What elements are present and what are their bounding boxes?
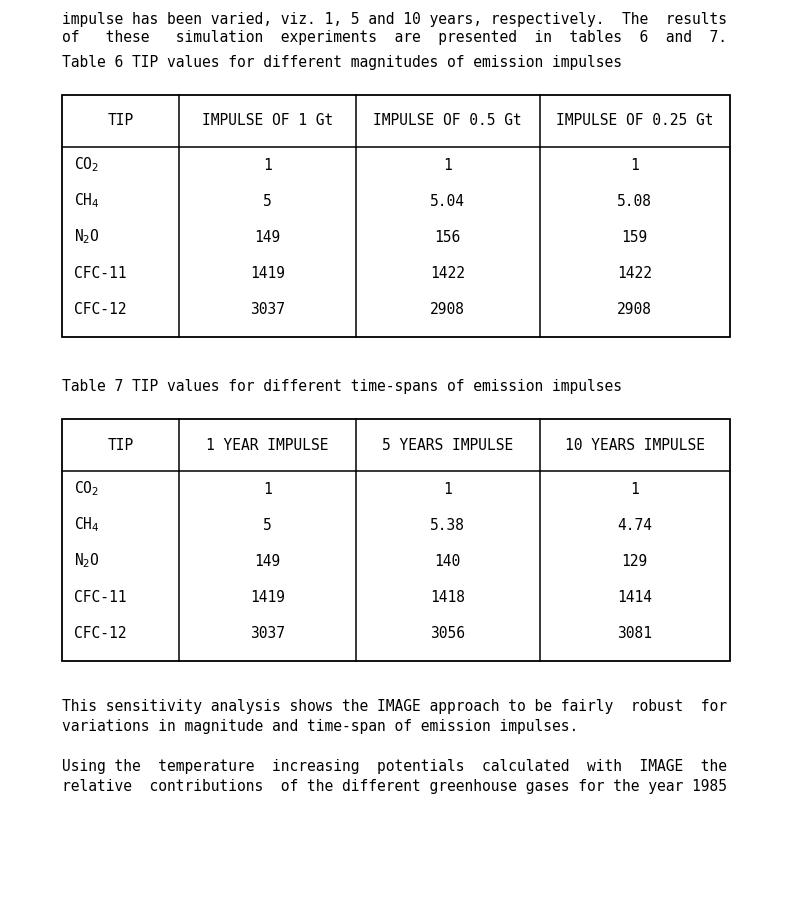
Text: 10 YEARS IMPULSE: 10 YEARS IMPULSE (565, 437, 705, 452)
Text: 1419: 1419 (250, 589, 285, 604)
Text: 5.38: 5.38 (430, 518, 465, 532)
Text: 1 YEAR IMPULSE: 1 YEAR IMPULSE (206, 437, 328, 452)
Text: 1: 1 (263, 482, 272, 496)
Text: 1422: 1422 (430, 265, 465, 281)
Bar (62, 419, 730, 661)
Text: 3037: 3037 (250, 625, 285, 640)
Text: IMPULSE OF 0.5 Gt: IMPULSE OF 0.5 Gt (374, 113, 522, 129)
Text: CO$_2$: CO$_2$ (74, 156, 99, 174)
Text: CFC-12: CFC-12 (74, 625, 127, 640)
Text: 129: 129 (622, 554, 648, 568)
Bar (62, 95, 730, 337)
Text: 3056: 3056 (430, 625, 465, 640)
Text: CFC-11: CFC-11 (74, 265, 127, 281)
Text: CH$_4$: CH$_4$ (74, 516, 100, 534)
Text: 5: 5 (263, 193, 272, 208)
Text: 1: 1 (630, 482, 639, 496)
Text: 2908: 2908 (618, 301, 652, 317)
Text: 1: 1 (630, 157, 639, 172)
Text: 5.08: 5.08 (618, 193, 652, 208)
Text: 159: 159 (622, 229, 648, 244)
Text: TIP: TIP (108, 437, 134, 452)
Text: 5.04: 5.04 (430, 193, 465, 208)
Text: This sensitivity analysis shows the IMAGE approach to be fairly  robust  for: This sensitivity analysis shows the IMAG… (62, 699, 727, 714)
Text: 1: 1 (263, 157, 272, 172)
Text: 156: 156 (434, 229, 461, 244)
Text: variations in magnitude and time-span of emission impulses.: variations in magnitude and time-span of… (62, 719, 579, 734)
Text: 4.74: 4.74 (618, 518, 652, 532)
Text: CO$_2$: CO$_2$ (74, 480, 99, 498)
Text: 1418: 1418 (430, 589, 465, 604)
Text: 3037: 3037 (250, 301, 285, 317)
Text: 1: 1 (443, 157, 452, 172)
Text: N$_2$O: N$_2$O (74, 552, 100, 570)
Text: 5 YEARS IMPULSE: 5 YEARS IMPULSE (382, 437, 513, 452)
Text: N$_2$O: N$_2$O (74, 227, 100, 246)
Text: CFC-12: CFC-12 (74, 301, 127, 317)
Text: TIP: TIP (108, 113, 134, 129)
Text: Table 7 TIP values for different time-spans of emission impulses: Table 7 TIP values for different time-sp… (62, 379, 622, 394)
Text: of   these   simulation  experiments  are  presented  in  tables  6  and  7.: of these simulation experiments are pres… (62, 30, 727, 45)
Text: 149: 149 (254, 229, 281, 244)
Text: Using the  temperature  increasing  potentials  calculated  with  IMAGE  the: Using the temperature increasing potenti… (62, 759, 727, 774)
Text: 3081: 3081 (618, 625, 652, 640)
Text: IMPULSE OF 1 Gt: IMPULSE OF 1 Gt (202, 113, 333, 129)
Text: CH$_4$: CH$_4$ (74, 192, 100, 210)
Text: impulse has been varied, viz. 1, 5 and 10 years, respectively.  The  results: impulse has been varied, viz. 1, 5 and 1… (62, 12, 727, 27)
Text: 1414: 1414 (618, 589, 652, 604)
Text: 1422: 1422 (618, 265, 652, 281)
Text: 2908: 2908 (430, 301, 465, 317)
Text: IMPULSE OF 0.25 Gt: IMPULSE OF 0.25 Gt (556, 113, 713, 129)
Text: 149: 149 (254, 554, 281, 568)
Text: 5: 5 (263, 518, 272, 532)
Text: 140: 140 (434, 554, 461, 568)
Text: 1419: 1419 (250, 265, 285, 281)
Text: CFC-11: CFC-11 (74, 589, 127, 604)
Text: Table 6 TIP values for different magnitudes of emission impulses: Table 6 TIP values for different magnitu… (62, 55, 622, 70)
Text: 1: 1 (443, 482, 452, 496)
Text: relative  contributions  of the different greenhouse gases for the year 1985: relative contributions of the different … (62, 779, 727, 794)
